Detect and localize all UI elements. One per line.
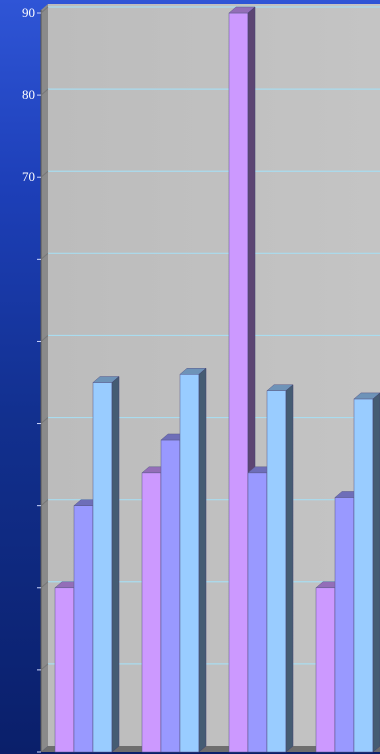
gridline-side [40,88,49,96]
bar [179,367,207,753]
chart-side-wall [41,4,48,752]
gridline-side [40,663,49,671]
gridline-side [40,170,49,178]
y-tick-label: 70 [22,169,35,184]
gridline-side [40,581,49,589]
gridline-side [40,417,49,424]
y-tick-label: 90 [22,5,35,20]
chart-floor [41,746,380,752]
bar [92,375,120,753]
bars [54,6,380,753]
gridline-side [40,6,49,14]
gridline-side [40,499,49,507]
gridline-side [40,335,49,342]
gridline-side [40,252,49,260]
bar [353,392,380,753]
bar [266,384,294,753]
y-axis: 70 80 90 [22,5,41,753]
y-tick-label: 80 [22,87,35,102]
